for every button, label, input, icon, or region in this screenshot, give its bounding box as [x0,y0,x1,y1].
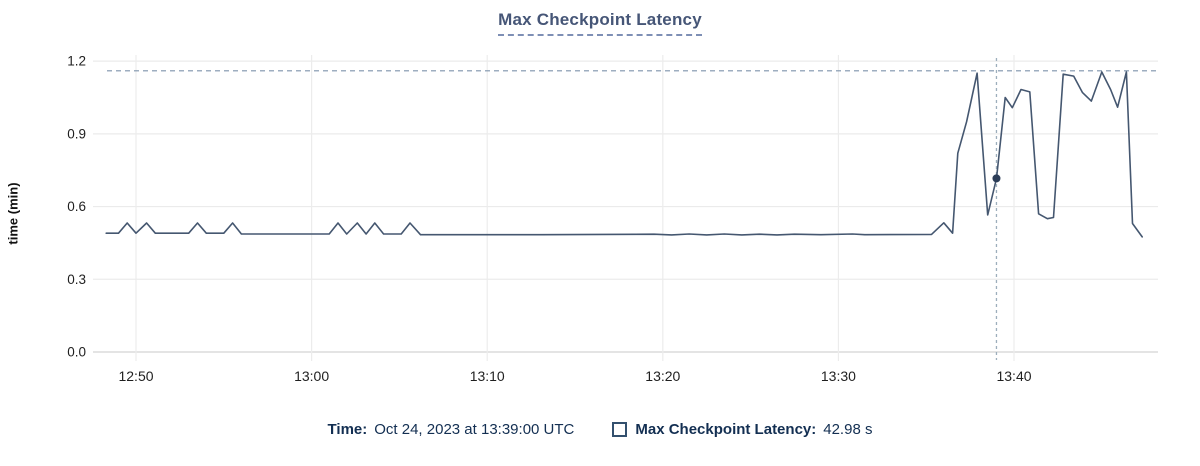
y-tick-label: 1.2 [67,54,86,69]
legend-time-value: Oct 24, 2023 at 13:39:00 UTC [374,421,575,438]
x-tick-label: 13:10 [470,368,505,384]
x-tick-label: 12:50 [118,368,153,384]
y-tick-label: 0.6 [67,199,86,214]
legend-time-label: Time: [327,421,368,438]
legend-series-label: Max Checkpoint Latency: [635,421,817,438]
legend: Time: Oct 24, 2023 at 13:39:00 UTC Max C… [0,421,1200,438]
x-tick-label: 13:40 [996,368,1031,384]
y-tick-label: 0.9 [67,126,86,141]
legend-time-group: Time: Oct 24, 2023 at 13:39:00 UTC [328,421,575,438]
x-tick-label: 13:00 [294,368,329,384]
latency-line-chart[interactable]: 0.0 0.3 0.6 0.9 1.2 12:50 13:00 13:10 13:20 13:30… [0,0,1200,400]
chart-header: Max Checkpoint Latency [0,10,1200,36]
x-tick-label: 13:20 [645,368,680,384]
highlight-dot [992,174,1001,183]
series-line [105,71,1143,238]
y-tick-label: 0.3 [67,272,86,287]
chart-title[interactable]: Max Checkpoint Latency [498,10,702,36]
series-checkbox[interactable] [612,422,628,437]
y-tick-label: 0.0 [67,345,86,360]
legend-series-group: Max Checkpoint Latency: 42.98 s [612,421,872,438]
x-tick-label: 13:30 [821,368,856,384]
legend-series-value: 42.98 s [823,421,873,438]
